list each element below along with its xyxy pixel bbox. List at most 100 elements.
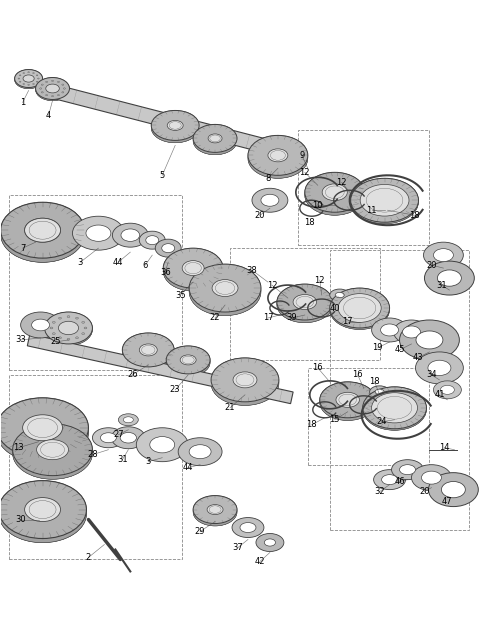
Ellipse shape: [36, 75, 38, 76]
Ellipse shape: [399, 320, 459, 360]
Text: 19: 19: [372, 343, 383, 353]
Ellipse shape: [0, 403, 88, 463]
Ellipse shape: [112, 223, 148, 247]
Ellipse shape: [46, 84, 60, 93]
Ellipse shape: [19, 81, 21, 82]
Text: 39: 39: [287, 313, 297, 322]
Ellipse shape: [28, 71, 29, 73]
Text: 8: 8: [265, 174, 271, 183]
Text: 12: 12: [267, 281, 277, 289]
Ellipse shape: [23, 75, 34, 82]
Ellipse shape: [59, 337, 61, 339]
Polygon shape: [330, 288, 390, 329]
Ellipse shape: [211, 358, 279, 402]
Ellipse shape: [58, 95, 60, 96]
Text: 18: 18: [369, 377, 380, 386]
Ellipse shape: [58, 81, 60, 83]
Ellipse shape: [411, 465, 451, 490]
Ellipse shape: [162, 244, 175, 253]
Ellipse shape: [437, 270, 461, 286]
Text: 23: 23: [170, 386, 180, 394]
Ellipse shape: [52, 332, 55, 334]
Text: 1: 1: [20, 98, 25, 107]
Polygon shape: [211, 358, 279, 405]
Polygon shape: [41, 82, 303, 162]
Ellipse shape: [372, 392, 418, 423]
Ellipse shape: [122, 333, 174, 367]
Text: 42: 42: [255, 557, 265, 566]
Polygon shape: [305, 173, 365, 215]
Ellipse shape: [182, 260, 204, 276]
Text: 34: 34: [426, 370, 437, 379]
Ellipse shape: [46, 95, 48, 96]
Ellipse shape: [240, 523, 256, 533]
Polygon shape: [27, 334, 293, 404]
Ellipse shape: [123, 416, 133, 423]
Ellipse shape: [40, 88, 42, 89]
Text: 31: 31: [436, 281, 447, 289]
Ellipse shape: [320, 382, 376, 418]
Ellipse shape: [52, 321, 55, 323]
Polygon shape: [189, 264, 261, 315]
Polygon shape: [0, 202, 84, 262]
Ellipse shape: [351, 178, 419, 222]
Ellipse shape: [0, 398, 88, 458]
Ellipse shape: [15, 70, 43, 87]
Polygon shape: [163, 248, 223, 291]
Polygon shape: [0, 481, 86, 543]
Ellipse shape: [67, 315, 70, 318]
Polygon shape: [122, 333, 174, 370]
Ellipse shape: [62, 92, 64, 93]
Text: 26: 26: [127, 370, 138, 379]
Ellipse shape: [360, 185, 409, 216]
Ellipse shape: [122, 336, 174, 370]
Ellipse shape: [233, 372, 257, 388]
Ellipse shape: [442, 482, 465, 498]
Ellipse shape: [336, 392, 360, 408]
Ellipse shape: [46, 81, 48, 83]
Ellipse shape: [62, 84, 64, 85]
Ellipse shape: [86, 225, 111, 241]
Text: 20: 20: [255, 210, 265, 220]
Ellipse shape: [338, 294, 381, 322]
Ellipse shape: [163, 251, 223, 291]
Ellipse shape: [15, 71, 43, 88]
Text: 32: 32: [374, 487, 385, 496]
Ellipse shape: [19, 75, 21, 76]
Text: 12: 12: [300, 168, 310, 177]
Text: 2: 2: [86, 553, 91, 562]
Ellipse shape: [45, 313, 93, 346]
Ellipse shape: [59, 317, 61, 319]
Ellipse shape: [394, 320, 430, 344]
Text: 18: 18: [409, 210, 420, 220]
Text: 37: 37: [233, 543, 243, 552]
Ellipse shape: [24, 497, 60, 521]
Ellipse shape: [119, 414, 138, 426]
Ellipse shape: [151, 113, 199, 143]
Text: 29: 29: [195, 527, 205, 536]
Ellipse shape: [421, 471, 442, 484]
Text: 12: 12: [336, 178, 347, 187]
Ellipse shape: [423, 242, 463, 268]
Ellipse shape: [100, 433, 116, 443]
Text: 16: 16: [312, 363, 323, 372]
Ellipse shape: [372, 318, 408, 342]
Polygon shape: [193, 495, 237, 526]
Ellipse shape: [424, 261, 474, 295]
Ellipse shape: [36, 79, 70, 100]
Ellipse shape: [63, 88, 65, 89]
Ellipse shape: [212, 279, 238, 296]
Text: 41: 41: [434, 391, 444, 399]
Ellipse shape: [433, 381, 461, 399]
Ellipse shape: [23, 415, 62, 441]
Text: 17: 17: [342, 317, 353, 327]
Ellipse shape: [392, 459, 423, 480]
Text: 16: 16: [352, 370, 363, 379]
Ellipse shape: [330, 289, 390, 329]
Ellipse shape: [0, 481, 86, 538]
Text: 47: 47: [442, 497, 453, 506]
Text: 14: 14: [439, 443, 450, 453]
Ellipse shape: [363, 387, 426, 428]
Ellipse shape: [335, 293, 344, 298]
Ellipse shape: [428, 360, 451, 375]
